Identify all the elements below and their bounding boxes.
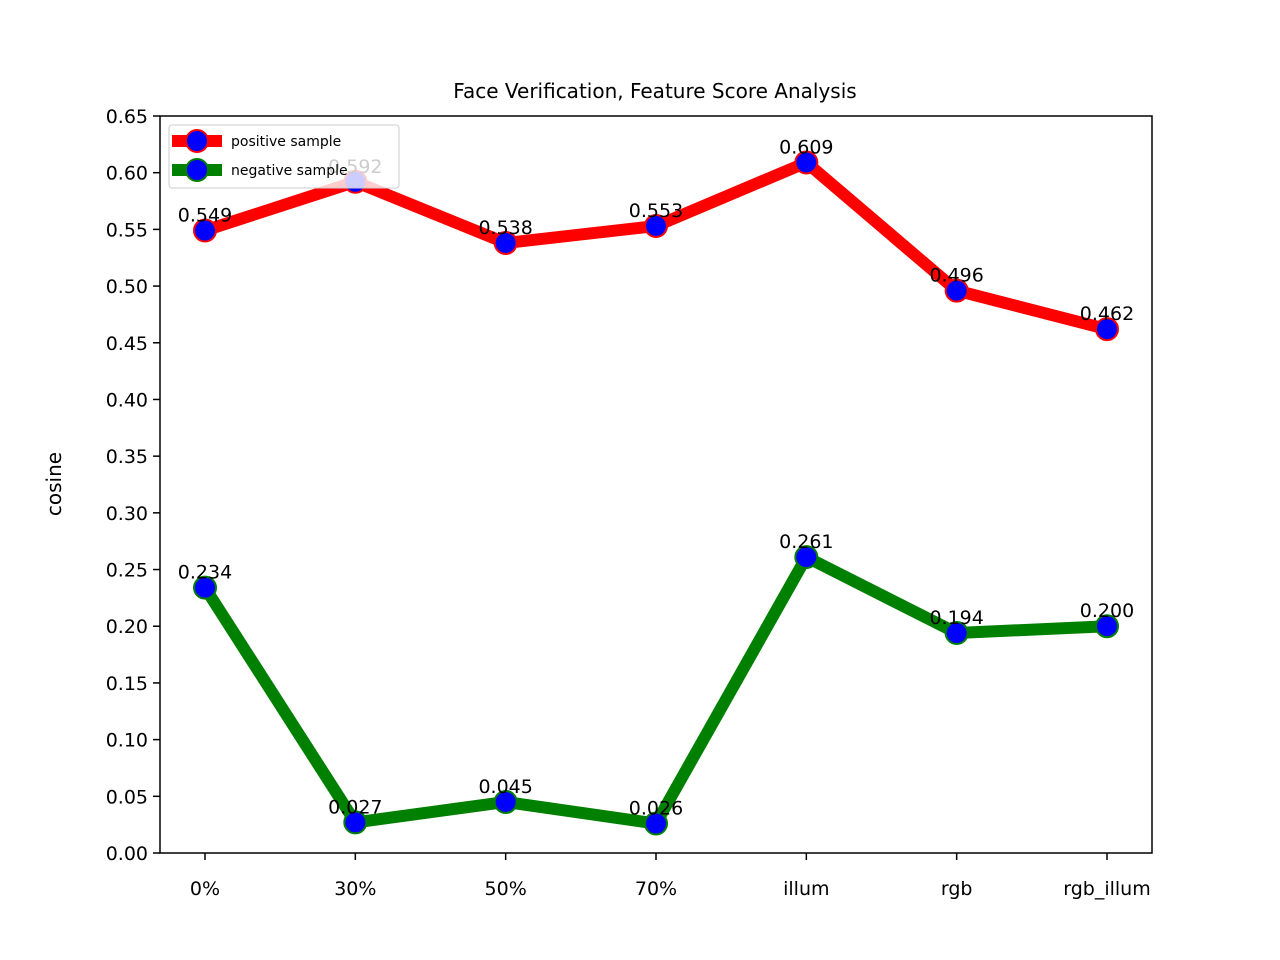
y-tick-label: 0.55 bbox=[106, 219, 148, 241]
y-tick-label: 0.45 bbox=[106, 333, 148, 355]
y-tick-label: 0.50 bbox=[106, 276, 148, 298]
data-label: 0.027 bbox=[328, 796, 382, 818]
y-tick-label: 0.30 bbox=[106, 503, 148, 525]
data-label: 0.045 bbox=[478, 776, 532, 798]
data-point bbox=[794, 545, 819, 570]
series-layer bbox=[193, 150, 1119, 836]
y-tick-label: 0.20 bbox=[106, 616, 148, 638]
series-line bbox=[199, 551, 1108, 830]
data-label: 0.609 bbox=[779, 136, 833, 158]
y-tick-label: 0.00 bbox=[106, 843, 148, 865]
data-point bbox=[794, 150, 819, 175]
y-tick-label: 0.25 bbox=[106, 560, 148, 582]
y-tick-label: 0.60 bbox=[106, 163, 148, 185]
legend-marker bbox=[185, 158, 209, 182]
data-label: 0.462 bbox=[1080, 303, 1134, 325]
data-point bbox=[193, 575, 217, 600]
x-tick-label: 0% bbox=[190, 878, 220, 900]
legend-label: negative sample bbox=[231, 163, 348, 179]
legend-marker bbox=[185, 129, 209, 153]
data-point bbox=[644, 811, 668, 836]
data-point bbox=[343, 810, 368, 835]
y-axis-label: cosine bbox=[42, 452, 66, 516]
data-label: 0.200 bbox=[1080, 600, 1134, 622]
x-tick-label: 70% bbox=[635, 878, 677, 900]
data-label: 0.261 bbox=[779, 531, 833, 553]
y-tick-label: 0.05 bbox=[106, 786, 148, 808]
plot-area: 0.00 0.05 0.10 0.15 0.20 0.25 0.30 0.35 0.40 0.45… bbox=[106, 106, 1151, 900]
data-point bbox=[493, 230, 518, 255]
data-label: 0.026 bbox=[629, 798, 683, 820]
y-tick-label: 0.10 bbox=[106, 730, 148, 752]
x-tick-label: rgb_illum bbox=[1063, 878, 1151, 900]
y-tick-label: 0.35 bbox=[106, 446, 148, 468]
data-label: 0.538 bbox=[478, 217, 532, 239]
data-label: 0.496 bbox=[929, 265, 983, 287]
data-point bbox=[944, 621, 969, 646]
data-labels: 0.5490.5920.5380.5530.6090.4960.4620.234… bbox=[178, 136, 1134, 819]
data-point bbox=[493, 789, 518, 814]
x-tick-label: rgb bbox=[941, 878, 973, 900]
x-tick-label: illum bbox=[783, 878, 829, 900]
data-point bbox=[1095, 614, 1119, 639]
y-tick-label: 0.40 bbox=[106, 389, 148, 411]
legend-label: positive sample bbox=[231, 134, 341, 150]
data-point bbox=[944, 278, 969, 303]
y-tick-label: 0.15 bbox=[106, 673, 148, 695]
data-label: 0.553 bbox=[629, 200, 683, 222]
data-label: 0.194 bbox=[929, 607, 983, 629]
data-label: 0.549 bbox=[178, 205, 232, 227]
x-tick-label: 30% bbox=[334, 878, 376, 900]
plot-frame bbox=[159, 115, 1153, 854]
data-point bbox=[1095, 317, 1119, 342]
data-point bbox=[644, 213, 668, 238]
y-tick-label: 0.65 bbox=[106, 106, 148, 128]
legend: positive sample negative sample bbox=[168, 124, 400, 189]
chart-title: Face Verification, Feature Score Analysi… bbox=[453, 79, 856, 103]
data-label: 0.234 bbox=[178, 562, 232, 584]
legend-box bbox=[168, 124, 400, 189]
x-tick-label: 50% bbox=[485, 878, 527, 900]
data-point bbox=[193, 218, 217, 243]
